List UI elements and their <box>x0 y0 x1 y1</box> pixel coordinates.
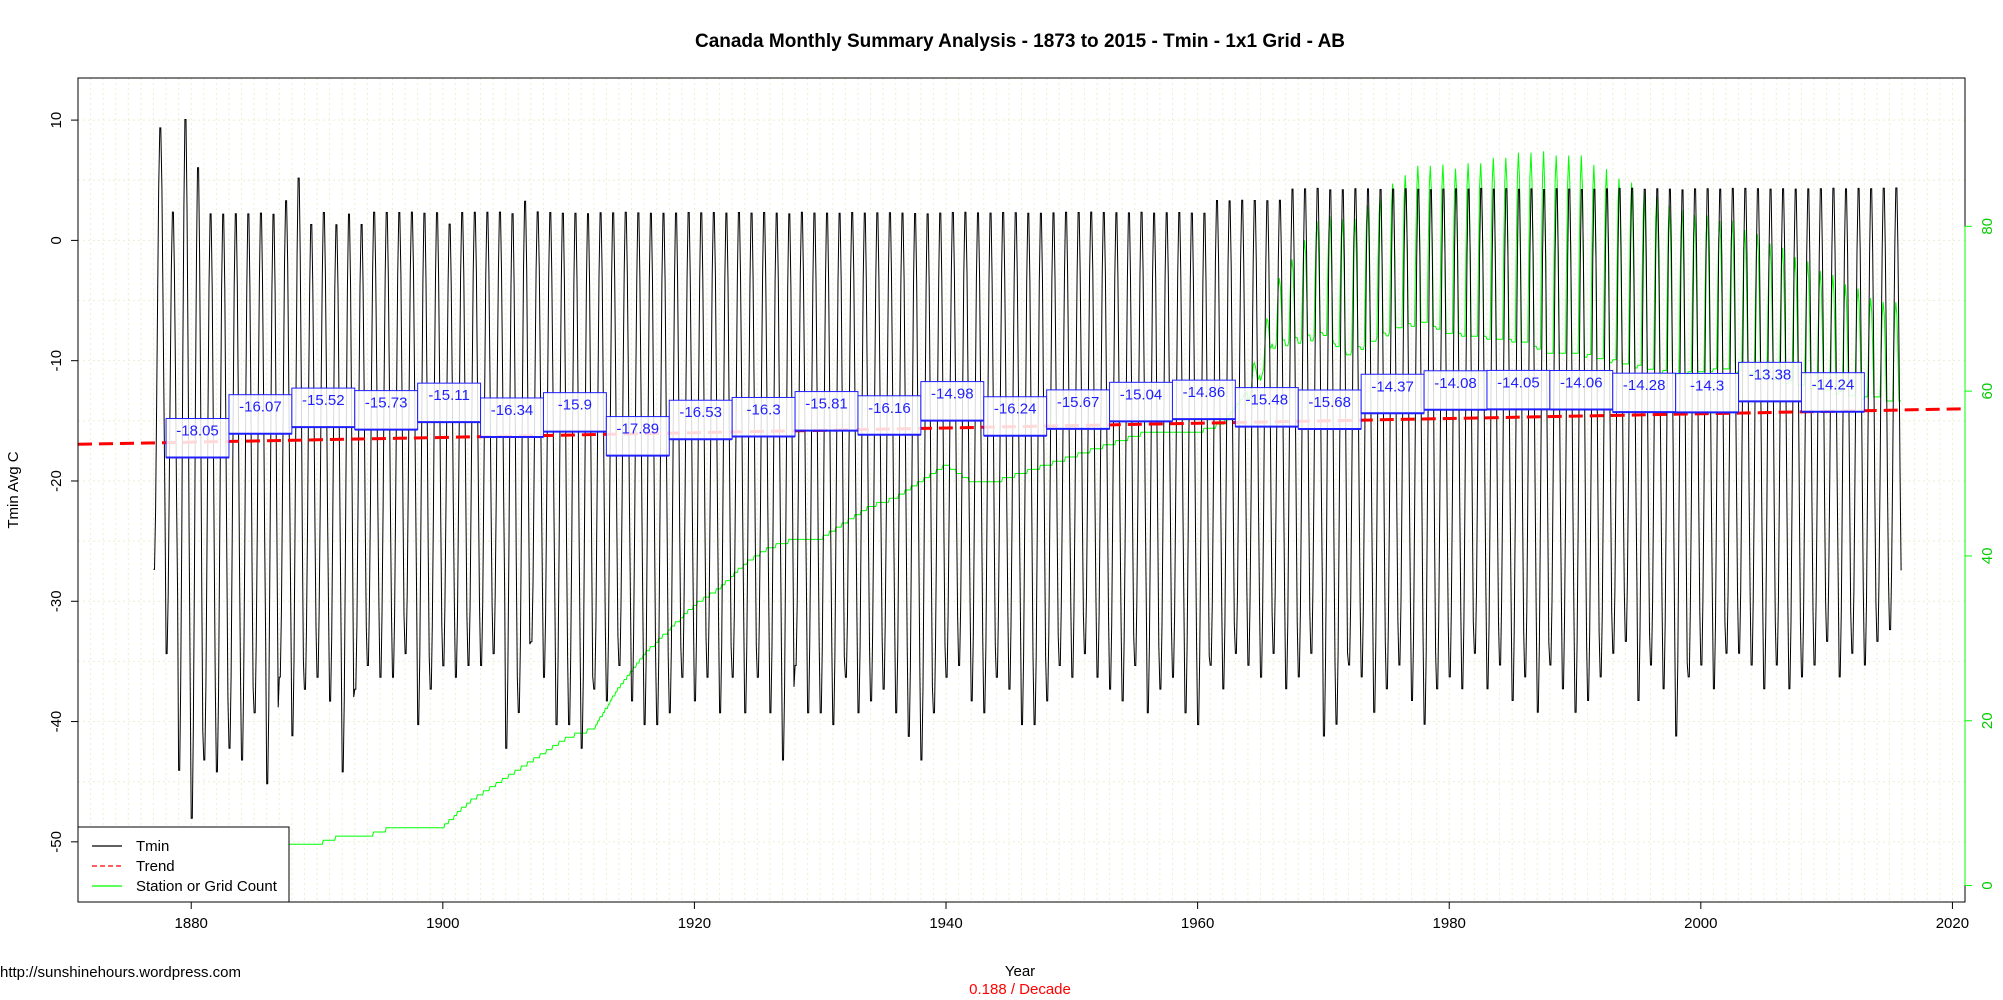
chart-title: Canada Monthly Summary Analysis - 1873 t… <box>695 31 1345 52</box>
y2-tick-label: 80 <box>1979 218 1996 235</box>
decade-box <box>417 382 482 423</box>
decade-box <box>794 391 859 432</box>
x-tick-label: 1960 <box>1181 915 1214 932</box>
y-tick-label: -40 <box>48 711 65 733</box>
decade-mean-label: -17.89 <box>617 421 660 438</box>
decade-mean-label: -14.06 <box>1560 375 1603 392</box>
decade-labels: -18.05 -16.07 -15.52 -15.73 -15.11 -16.34 -15.… <box>165 361 1865 459</box>
decade-mean-label: -15.48 <box>1246 392 1289 409</box>
decade-mean-label: -15.04 <box>1120 386 1163 403</box>
x-tick-label: 1880 <box>175 915 208 932</box>
decade-mean-label: -15.9 <box>558 397 592 414</box>
y-tick-label: -10 <box>48 350 65 372</box>
decade-mean-label: -15.73 <box>365 395 408 412</box>
x-tick-label: 1980 <box>1433 915 1466 932</box>
y2-tick-label: 20 <box>1979 712 1996 729</box>
decade-mean-label: -15.11 <box>428 387 469 404</box>
x-axis-label: Year <box>1005 963 1035 980</box>
decade-mean-label: -14.08 <box>1434 375 1477 392</box>
decade-mean-label: -14.86 <box>1183 384 1226 401</box>
decade-mean-label: -16.53 <box>679 404 722 421</box>
y-tick-label: -30 <box>48 590 65 612</box>
decade-box <box>1046 389 1111 430</box>
decade-box <box>1297 389 1362 430</box>
decade-mean-label: -15.68 <box>1308 394 1351 411</box>
decade-mean-label: -15.81 <box>805 396 848 413</box>
legend-count-label: Station or Grid Count <box>136 878 278 895</box>
decade-mean-label: -14.98 <box>931 386 974 403</box>
decade-mean-label: -14.37 <box>1371 378 1414 395</box>
legend: Tmin Trend Station or Grid Count <box>77 826 290 903</box>
y-tick-label: -50 <box>48 831 65 853</box>
x-tick-label: 1900 <box>426 915 459 932</box>
decade-mean-label: -18.05 <box>176 423 219 440</box>
decade-box <box>354 390 419 431</box>
y2-tick-label: 40 <box>1979 548 1996 565</box>
y-tick-label: 0 <box>48 236 65 244</box>
decade-box <box>1109 381 1173 422</box>
x-tick-label: 2020 <box>1936 915 1969 932</box>
y-tick-label: -20 <box>48 470 65 492</box>
decade-box <box>1423 370 1488 411</box>
tmin-series <box>153 119 1902 819</box>
decade-mean-label: -15.52 <box>302 392 345 409</box>
decade-box <box>542 392 607 433</box>
count-series <box>166 151 1902 878</box>
credit-text: http://sunshinehours.wordpress.com <box>0 964 241 981</box>
axes: 1880 1900 1920 1940 1960 1980 2000 2020-50-40-3… <box>48 112 1996 932</box>
decade-mean-label: -16.16 <box>868 400 911 417</box>
decade-mean-label: -14.28 <box>1623 377 1666 394</box>
decade-mean-label: -14.05 <box>1497 374 1540 391</box>
decade-box <box>1549 370 1614 411</box>
decade-mean-label: -16.34 <box>491 402 534 419</box>
decade-box <box>1800 372 1865 413</box>
tmin-line <box>153 119 1902 819</box>
count-line <box>166 151 1902 878</box>
decade-box <box>983 396 1048 437</box>
x-tick-label: 2000 <box>1684 915 1717 932</box>
y-tick-label: 10 <box>48 112 65 129</box>
decade-mean-label: -16.3 <box>747 401 781 418</box>
x-tick-label: 1920 <box>678 915 711 932</box>
legend-tmin-label: Tmin <box>136 838 169 855</box>
decade-mean-label: -16.24 <box>994 401 1037 418</box>
decade-mean-label: -14.24 <box>1812 377 1855 394</box>
decade-mean-label: -16.07 <box>239 399 282 416</box>
trend-rate-label: 0.188 / Decade <box>969 981 1071 998</box>
legend-box <box>77 826 290 903</box>
decade-box <box>1486 369 1551 410</box>
y2-tick-label: 0 <box>1979 881 1996 889</box>
decade-box <box>1738 361 1802 402</box>
y2-tick-label: 60 <box>1979 383 1996 400</box>
decade-mean-label: -15.67 <box>1057 394 1100 411</box>
decade-mean-label: -13.38 <box>1749 366 1792 383</box>
decade-box <box>480 397 544 438</box>
decade-mean-label: -14.3 <box>1690 377 1724 394</box>
legend-trend-label: Trend <box>136 858 175 875</box>
y-axis-label: Tmin Avg C <box>5 451 22 528</box>
decade-box <box>228 394 293 435</box>
x-tick-label: 1940 <box>929 915 962 932</box>
